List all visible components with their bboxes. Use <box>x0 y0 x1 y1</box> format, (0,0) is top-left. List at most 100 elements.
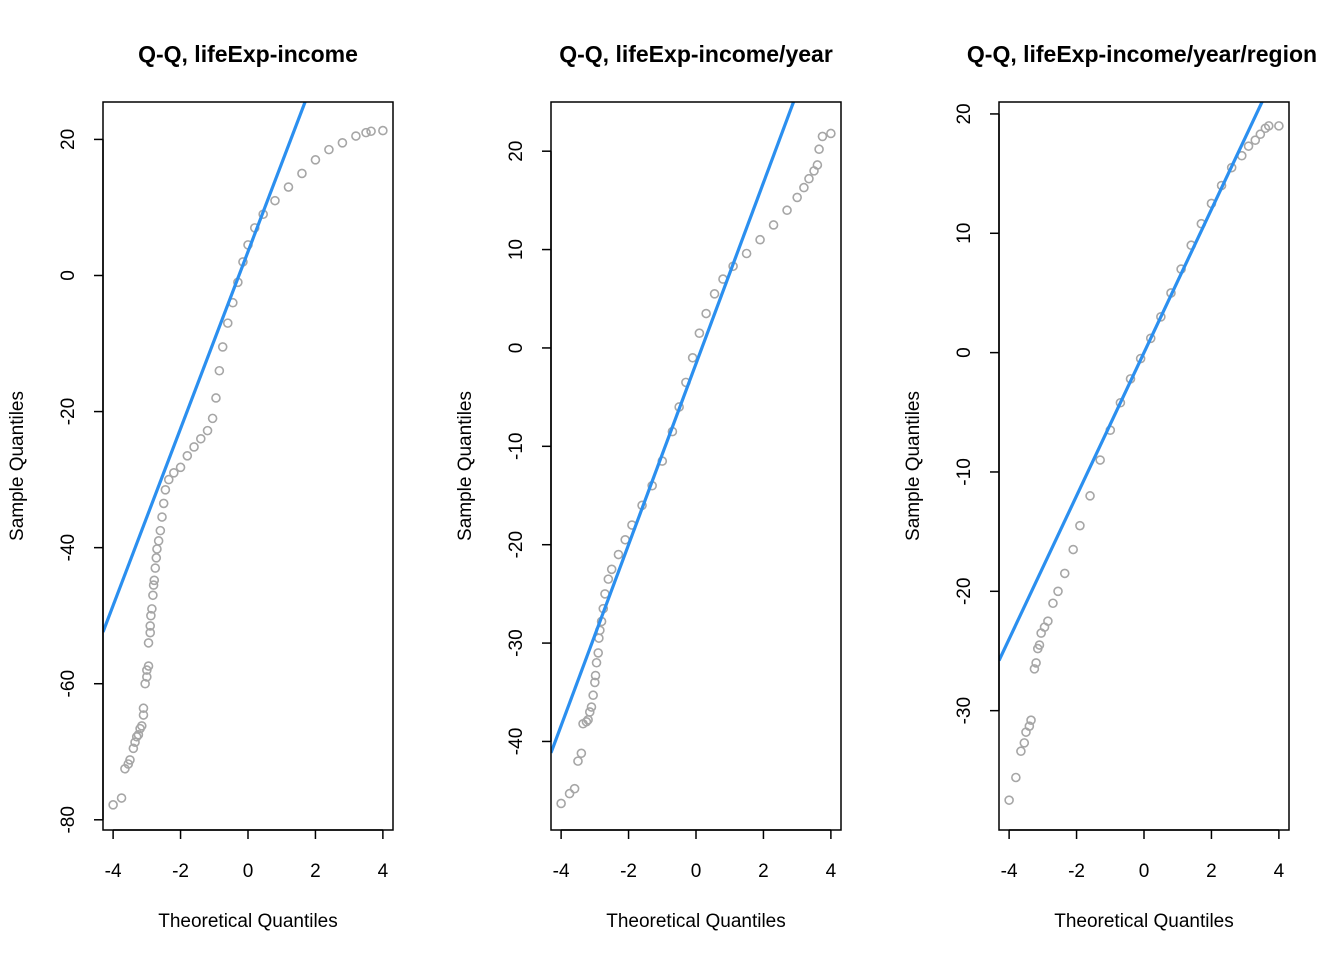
sample-point <box>741 248 752 259</box>
x-axis-label: Theoretical Quantiles <box>1054 911 1234 932</box>
x-tick-label: -4 <box>553 861 570 882</box>
sample-point <box>270 195 280 206</box>
sample-point <box>581 716 592 727</box>
sample-point <box>217 342 228 352</box>
sample-point <box>337 138 348 148</box>
plot-title: Q-Q, lifeExp-income/year <box>559 41 833 67</box>
sample-point <box>1085 491 1095 501</box>
x-axis-label: Theoretical Quantiles <box>158 911 338 932</box>
y-tick-label: 20 <box>506 141 527 162</box>
sample-point <box>214 365 225 376</box>
sample-point <box>160 485 171 495</box>
sample-point <box>148 580 159 590</box>
sample-point <box>207 413 218 424</box>
sample-point <box>1016 746 1026 757</box>
x-tick-label: 4 <box>826 861 837 882</box>
sample-point <box>125 755 135 765</box>
sample-point <box>701 308 711 319</box>
sample-point <box>143 638 154 648</box>
x-tick-label: 0 <box>243 861 254 882</box>
sample-point <box>817 131 828 142</box>
sample-point <box>590 670 601 681</box>
sample-point <box>606 564 617 575</box>
reference-line <box>103 102 307 633</box>
sample-point <box>1250 135 1261 145</box>
sample-point <box>590 677 600 688</box>
sample-point <box>1053 586 1063 597</box>
sample-point <box>1075 520 1085 531</box>
sample-point <box>169 468 179 478</box>
sample-point <box>148 590 158 601</box>
sample-point <box>147 604 157 614</box>
sample-point <box>195 433 206 444</box>
y-tick-label: 0 <box>506 343 527 354</box>
sample-points <box>556 128 836 809</box>
sample-point <box>755 234 765 245</box>
sample-point <box>150 563 161 573</box>
sample-point <box>603 574 614 584</box>
sample-point <box>149 575 160 586</box>
sample-point <box>153 536 164 546</box>
sample-point <box>324 144 334 155</box>
sample-point <box>351 131 361 141</box>
y-axis-label: Sample Quantiles <box>7 391 28 541</box>
sample-point <box>1026 715 1036 726</box>
y-tick-label: -20 <box>58 398 79 425</box>
y-axis-label: Sample Quantiles <box>455 391 476 541</box>
sample-point <box>694 328 705 338</box>
sample-point <box>1029 664 1040 674</box>
sample-point <box>768 220 779 230</box>
x-tick-label: 4 <box>1274 861 1285 882</box>
sample-point <box>584 707 595 717</box>
y-tick-label: -40 <box>58 534 79 561</box>
x-tick-label: 0 <box>691 861 702 882</box>
sample-point <box>361 127 371 138</box>
reference-line <box>551 102 796 754</box>
y-tick-label: 20 <box>954 103 975 124</box>
y-tick-label: -80 <box>58 806 79 833</box>
sample-point <box>1068 544 1078 555</box>
sample-point <box>133 729 144 740</box>
plot-frame <box>998 101 1290 831</box>
sample-point <box>151 553 162 563</box>
sample-point <box>1034 640 1045 650</box>
sample-point <box>1145 333 1156 344</box>
sample-point <box>116 793 127 803</box>
sample-point <box>138 703 149 714</box>
x-tick-label: -4 <box>1001 861 1018 882</box>
plot-title: Q-Q, lifeExp-income/year/region <box>967 41 1317 67</box>
sample-point <box>573 756 583 766</box>
sample-points <box>1004 121 1284 805</box>
sample-point <box>1263 121 1274 131</box>
sample-points <box>108 125 388 810</box>
sample-point <box>131 731 142 742</box>
y-tick-label: -60 <box>58 670 79 697</box>
x-tick-label: 2 <box>758 861 769 882</box>
sample-point <box>158 498 169 509</box>
sample-point <box>140 678 150 689</box>
y-tick-label: -40 <box>506 728 527 755</box>
sample-point <box>1004 795 1014 805</box>
sample-point <box>799 182 809 193</box>
sample-point <box>366 126 376 137</box>
sample-point <box>1031 658 1041 668</box>
plot-frame <box>550 101 842 831</box>
sample-point <box>814 144 824 155</box>
sample-point <box>1274 121 1284 131</box>
x-tick-label: -2 <box>172 861 189 882</box>
qq-panel-lifeexp-income-year: Q-Q, lifeExp-income/year-4 -2 0 2 4Theoretic… <box>455 41 842 932</box>
sample-point <box>1156 312 1166 322</box>
sample-point <box>297 168 307 179</box>
y-tick-label: 10 <box>954 223 975 244</box>
sample-point <box>576 748 587 759</box>
y-tick-label: -30 <box>506 629 527 656</box>
qq-panel-lifeexp-income-year-region: Q-Q, lifeExp-income/year/region-4 -2 0 2 4Th… <box>903 41 1317 932</box>
sample-point <box>826 128 836 139</box>
y-axis-label: Sample Quantiles <box>903 391 924 541</box>
sample-point <box>1011 772 1021 783</box>
x-tick-label: -2 <box>1068 861 1085 882</box>
plot-title: Q-Q, lifeExp-income <box>138 41 358 67</box>
sample-point <box>1024 721 1035 731</box>
sample-point <box>1115 397 1126 408</box>
